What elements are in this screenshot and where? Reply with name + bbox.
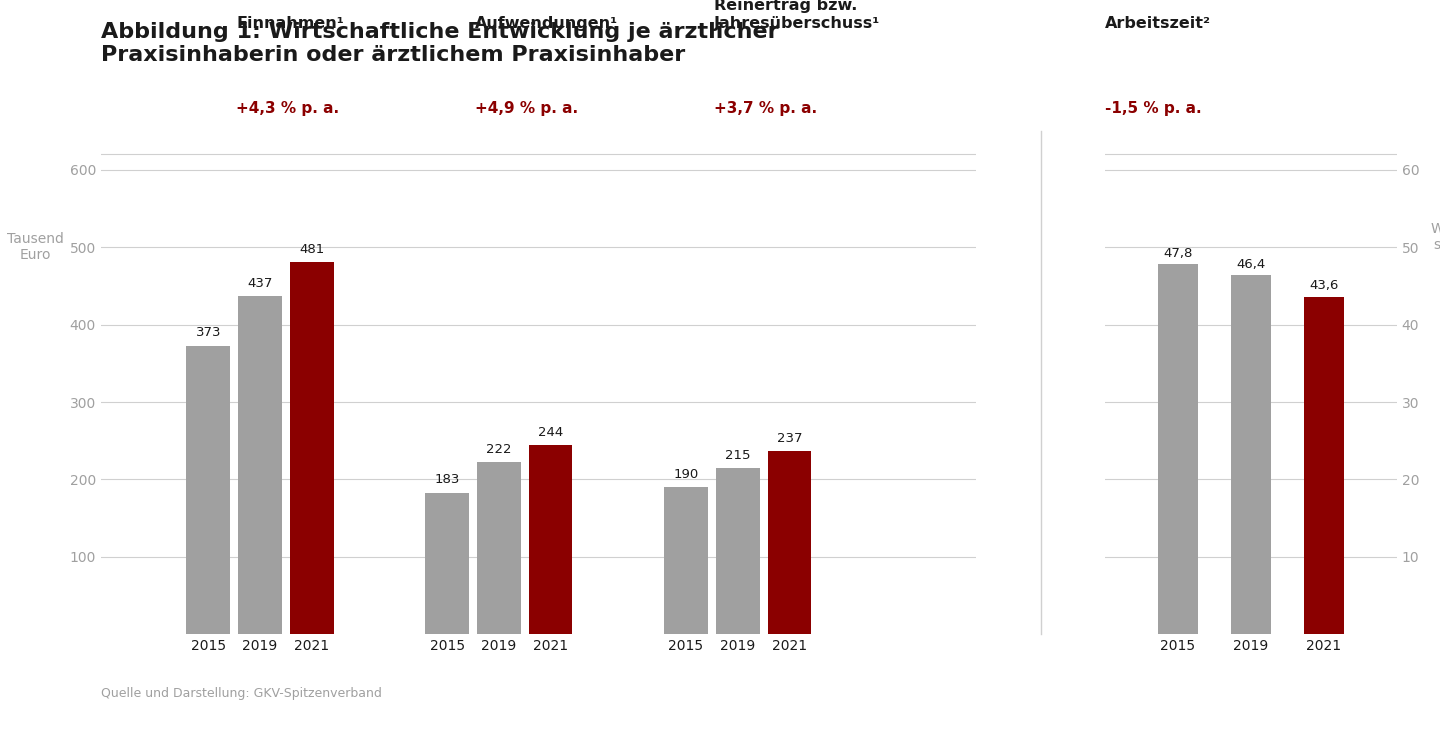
Bar: [425, 493, 469, 634]
Bar: [289, 262, 334, 634]
Text: 373: 373: [196, 327, 220, 340]
Text: 215: 215: [724, 448, 750, 461]
Text: 437: 437: [248, 277, 272, 290]
Bar: [716, 468, 759, 634]
Text: Tausend
Euro: Tausend Euro: [7, 232, 63, 262]
Text: 46,4: 46,4: [1236, 257, 1266, 270]
Bar: [186, 346, 230, 634]
Text: 190: 190: [674, 468, 698, 481]
Bar: [768, 451, 811, 634]
Text: Wochen-
stunden: Wochen- stunden: [1431, 222, 1440, 252]
Text: 222: 222: [487, 443, 511, 456]
Bar: [528, 445, 573, 634]
Text: +3,7 % p. a.: +3,7 % p. a.: [714, 101, 816, 116]
Text: Einnahmen¹: Einnahmen¹: [236, 15, 344, 31]
Text: 183: 183: [435, 473, 459, 486]
Bar: [1231, 275, 1272, 634]
Text: Reinertrag bzw.
Jahresüberschuss¹: Reinertrag bzw. Jahresüberschuss¹: [714, 0, 880, 31]
Text: 43,6: 43,6: [1309, 279, 1339, 292]
Bar: [1158, 265, 1198, 634]
Text: Quelle und Darstellung: GKV-Spitzenverband: Quelle und Darstellung: GKV-Spitzenverba…: [101, 687, 382, 700]
Text: 244: 244: [539, 426, 563, 439]
Text: 237: 237: [776, 432, 802, 445]
Text: 47,8: 47,8: [1164, 246, 1192, 260]
Bar: [1303, 297, 1344, 634]
Bar: [664, 487, 708, 634]
Text: 481: 481: [300, 243, 324, 256]
Bar: [477, 462, 521, 634]
Text: +4,9 % p. a.: +4,9 % p. a.: [475, 101, 577, 116]
Text: Arbeitszeit²: Arbeitszeit²: [1104, 15, 1211, 31]
Text: -1,5 % p. a.: -1,5 % p. a.: [1104, 101, 1201, 116]
Text: Aufwendungen¹: Aufwendungen¹: [475, 15, 618, 31]
Text: Abbildung 1: Wirtschaftliche Entwicklung je ärztlicher
Praxisinhaberin oder ärzt: Abbildung 1: Wirtschaftliche Entwicklung…: [101, 22, 779, 65]
Text: +4,3 % p. a.: +4,3 % p. a.: [236, 101, 340, 116]
Bar: [238, 296, 282, 634]
